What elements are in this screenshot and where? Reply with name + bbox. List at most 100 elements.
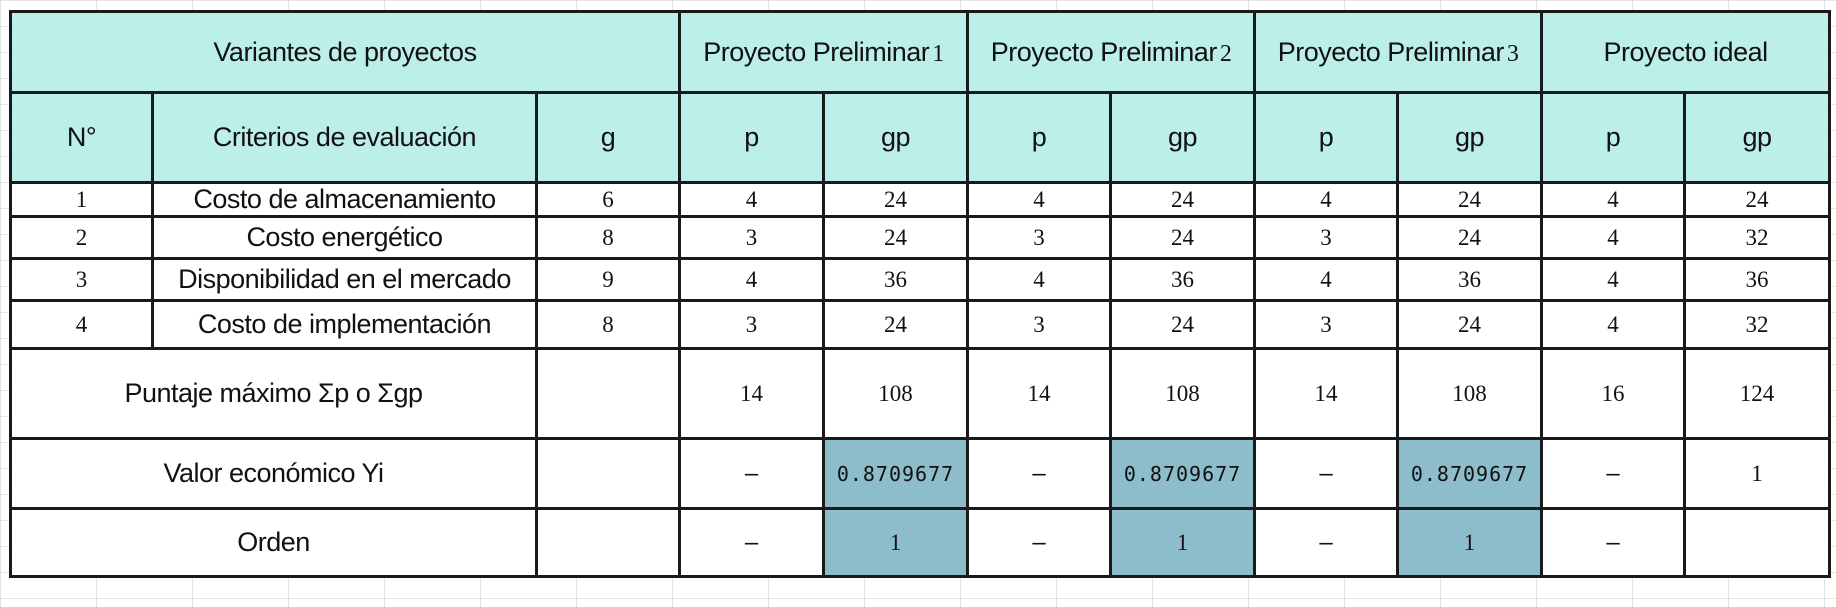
value-cell[interactable]: 3: [1253, 299, 1400, 350]
economic-value-highlight-cell[interactable]: 0.8709677: [1396, 437, 1544, 510]
col-header-gp[interactable]: gp: [1109, 91, 1257, 184]
economic-value-cell[interactable]: –: [678, 437, 825, 510]
value-cell[interactable]: 4: [1540, 181, 1687, 218]
order-label[interactable]: Orden: [9, 507, 538, 578]
col-header-gp[interactable]: gp: [821, 91, 970, 184]
value-cell[interactable]: 4: [1540, 299, 1687, 350]
header-row-projects: Variantes de proyectos Proyecto Prelimin…: [9, 10, 1832, 94]
weight-g-cell[interactable]: 6: [535, 181, 681, 218]
value-cell[interactable]: 24: [1396, 181, 1544, 218]
value-cell[interactable]: 4: [1540, 257, 1687, 302]
order-cell[interactable]: –: [1540, 507, 1687, 578]
col-header-n[interactable]: N°: [9, 91, 154, 184]
weight-g-cell[interactable]: 8: [535, 299, 681, 350]
table-row: 4 Costo de implementación 8 3 24 3 24 3 …: [9, 299, 1832, 350]
order-cell[interactable]: –: [678, 507, 825, 578]
empty-cell[interactable]: [535, 347, 681, 440]
value-cell[interactable]: 36: [1683, 257, 1832, 302]
col-header-p[interactable]: p: [678, 91, 825, 184]
criterion-name-cell[interactable]: Costo de almacenamiento: [151, 181, 538, 218]
value-cell[interactable]: 24: [1683, 181, 1832, 218]
value-cell[interactable]: 36: [821, 257, 970, 302]
order-highlight-cell[interactable]: 1: [1109, 507, 1257, 578]
economic-value-cell[interactable]: –: [1540, 437, 1687, 510]
economic-value-label[interactable]: Valor económico Yi: [9, 437, 538, 510]
variants-header[interactable]: Variantes de proyectos: [9, 10, 681, 94]
economic-value-highlight-cell[interactable]: 0.8709677: [1109, 437, 1257, 510]
max-score-cell[interactable]: 108: [1396, 347, 1544, 440]
col-header-p[interactable]: p: [966, 91, 1113, 184]
criterion-number-cell[interactable]: 1: [9, 181, 154, 218]
economic-value-cell[interactable]: 1: [1683, 437, 1832, 510]
max-score-cell[interactable]: 124: [1683, 347, 1832, 440]
value-cell[interactable]: 3: [966, 299, 1113, 350]
col-header-criteria[interactable]: Criterios de evaluación: [151, 91, 538, 184]
max-score-row: Puntaje máximo Σp o Σgp 14 108 14 108 14…: [9, 347, 1832, 440]
economic-value-cell[interactable]: –: [1253, 437, 1400, 510]
table-row: 1 Costo de almacenamiento 6 4 24 4 24 4 …: [9, 181, 1832, 218]
economic-value-cell[interactable]: –: [966, 437, 1113, 510]
col-header-p[interactable]: p: [1253, 91, 1400, 184]
value-cell[interactable]: 24: [821, 299, 970, 350]
max-score-cell[interactable]: 14: [1253, 347, 1400, 440]
value-cell[interactable]: 24: [1396, 299, 1544, 350]
value-cell[interactable]: 24: [1109, 181, 1257, 218]
project-header-number: 2: [1219, 40, 1232, 67]
order-cell[interactable]: –: [966, 507, 1113, 578]
value-cell[interactable]: 24: [1109, 299, 1257, 350]
criterion-name-cell[interactable]: Disponibilidad en el mercado: [151, 257, 538, 302]
max-score-cell[interactable]: 16: [1540, 347, 1687, 440]
value-cell[interactable]: 24: [1396, 215, 1544, 260]
criterion-number-cell[interactable]: 3: [9, 257, 154, 302]
value-cell[interactable]: 4: [1253, 257, 1400, 302]
project-header-name: Proyecto Preliminar: [1277, 36, 1505, 67]
weight-g-cell[interactable]: 9: [535, 257, 681, 302]
order-highlight-cell[interactable]: 1: [1396, 507, 1544, 578]
order-cell[interactable]: –: [1253, 507, 1400, 578]
col-header-gp[interactable]: gp: [1396, 91, 1544, 184]
value-cell[interactable]: 24: [1109, 215, 1257, 260]
max-score-cell[interactable]: 14: [678, 347, 825, 440]
criterion-name-cell[interactable]: Costo energético: [151, 215, 538, 260]
value-cell[interactable]: 4: [678, 181, 825, 218]
project-header-name: Proyecto Preliminar: [990, 36, 1218, 67]
table-row: 3 Disponibilidad en el mercado 9 4 36 4 …: [9, 257, 1832, 302]
col-header-g[interactable]: g: [535, 91, 681, 184]
criterion-number-cell[interactable]: 2: [9, 215, 154, 260]
value-cell[interactable]: 3: [678, 215, 825, 260]
project-header-3[interactable]: Proyecto Preliminar 3: [1253, 10, 1544, 94]
project-header-2[interactable]: Proyecto Preliminar 2: [966, 10, 1257, 94]
project-header-1[interactable]: Proyecto Preliminar 1: [677, 10, 970, 94]
order-highlight-cell[interactable]: 1: [821, 507, 970, 578]
value-cell[interactable]: 3: [1253, 215, 1400, 260]
value-cell[interactable]: 36: [1109, 257, 1257, 302]
economic-value-highlight-cell[interactable]: 0.8709677: [821, 437, 970, 510]
value-cell[interactable]: 3: [678, 299, 825, 350]
evaluation-table: Variantes de proyectos Proyecto Prelimin…: [9, 10, 1832, 578]
value-cell[interactable]: 36: [1396, 257, 1544, 302]
value-cell[interactable]: 24: [821, 181, 970, 218]
value-cell[interactable]: 4: [966, 181, 1113, 218]
col-header-p[interactable]: p: [1540, 91, 1687, 184]
table-row: 2 Costo energético 8 3 24 3 24 3 24 4 32: [9, 215, 1832, 260]
max-score-label[interactable]: Puntaje máximo Σp o Σgp: [9, 347, 538, 440]
value-cell[interactable]: 4: [1540, 215, 1687, 260]
max-score-cell[interactable]: 108: [821, 347, 970, 440]
value-cell[interactable]: 32: [1683, 299, 1832, 350]
weight-g-cell[interactable]: 8: [535, 215, 681, 260]
empty-cell[interactable]: [535, 437, 681, 510]
criterion-number-cell[interactable]: 4: [9, 299, 154, 350]
order-cell[interactable]: [1683, 507, 1832, 578]
value-cell[interactable]: 4: [966, 257, 1113, 302]
col-header-gp[interactable]: gp: [1683, 91, 1832, 184]
project-header-ideal[interactable]: Proyecto ideal: [1540, 10, 1832, 94]
value-cell[interactable]: 24: [821, 215, 970, 260]
criterion-name-cell[interactable]: Costo de implementación: [151, 299, 538, 350]
empty-cell[interactable]: [535, 507, 681, 578]
max-score-cell[interactable]: 108: [1109, 347, 1257, 440]
value-cell[interactable]: 4: [1253, 181, 1400, 218]
max-score-cell[interactable]: 14: [966, 347, 1113, 440]
value-cell[interactable]: 4: [678, 257, 825, 302]
value-cell[interactable]: 32: [1683, 215, 1832, 260]
value-cell[interactable]: 3: [966, 215, 1113, 260]
